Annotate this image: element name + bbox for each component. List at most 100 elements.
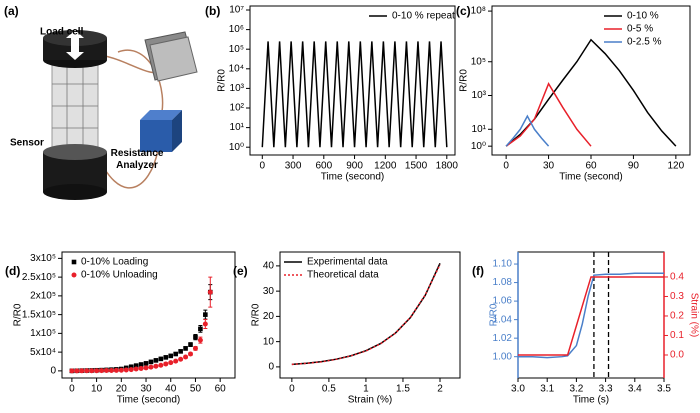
- y-tick-label: 10⁸: [471, 6, 486, 17]
- schematic-label: Load cell: [40, 27, 84, 38]
- point: [89, 368, 95, 374]
- y-tick-label: 1.5x10⁵: [22, 309, 56, 320]
- point: [188, 342, 193, 347]
- point: [128, 367, 134, 373]
- x-tick-label: 20: [116, 384, 128, 395]
- x-tick-label: 10: [91, 384, 103, 395]
- x-tick-label: 0: [260, 161, 266, 172]
- y-tick-label: 3x10⁵: [30, 253, 56, 264]
- y-tick-label: 0: [50, 366, 56, 377]
- sensor-sheet: [149, 36, 198, 82]
- point: [163, 355, 169, 360]
- x-tick-label: 900: [346, 161, 363, 172]
- analyzer: [140, 110, 182, 120]
- analyzer: [172, 110, 182, 152]
- y-tick-label: 1x10⁵: [30, 328, 56, 339]
- y2-tick-label: 0.2: [670, 311, 684, 322]
- legend-label: 0-10% Unloading: [81, 270, 158, 281]
- x-tick-label: 3.1: [540, 384, 554, 395]
- point: [173, 351, 178, 357]
- y-axis-label: R/R0: [217, 69, 228, 92]
- point: [128, 364, 134, 370]
- point: [118, 367, 124, 373]
- schematic: (a) Load cell Sensor: [4, 4, 198, 200]
- y-axis-label: R/R0: [489, 303, 500, 326]
- y-tick-label: 10: [263, 336, 275, 347]
- y-tick-label: 40: [263, 261, 275, 272]
- legend-label: 0-5 %: [627, 24, 653, 35]
- y-tick-label: 10¹: [230, 122, 245, 133]
- point: [133, 366, 139, 372]
- x-tick-label: 3.0: [511, 384, 525, 395]
- x-tick-label: 600: [315, 161, 332, 172]
- y-tick-label: 10⁰: [471, 141, 486, 152]
- line: [291, 264, 441, 366]
- y-tick-label: 10⁵: [229, 44, 244, 55]
- y-tick-label: 1.08: [493, 277, 513, 288]
- x-tick-label: 30: [140, 384, 152, 395]
- x-tick-label: 1.5: [396, 384, 410, 395]
- point: [103, 368, 109, 374]
- x-tick-label: 3.5: [657, 384, 671, 395]
- y-axis-label: R/R0: [459, 69, 470, 92]
- x-tick-label: 40: [165, 384, 177, 395]
- y-tick-label: 10⁵: [471, 56, 486, 67]
- y-tick-label: 10²: [230, 103, 245, 114]
- legend-label: 0-10 % repeat: [392, 11, 455, 22]
- point: [158, 362, 164, 368]
- x-tick-label: 60: [215, 384, 227, 395]
- y-tick-label: 2x10⁵: [30, 291, 56, 302]
- point: [79, 368, 85, 374]
- y-tick-label: 10⁰: [229, 142, 244, 153]
- point: [183, 346, 188, 351]
- point: [202, 321, 208, 327]
- panel-label: (f): [472, 264, 484, 278]
- point: [203, 312, 208, 317]
- point: [69, 368, 75, 374]
- y-tick-label: 1.04: [493, 314, 513, 325]
- x-tick-label: 0: [503, 161, 509, 172]
- y-tick-label: 10⁶: [229, 24, 244, 35]
- panel-label: (a): [4, 4, 19, 18]
- y2-tick-label: 0.0: [670, 350, 684, 361]
- point: [192, 345, 198, 351]
- y-tick-label: 10⁷: [229, 5, 244, 16]
- line: [518, 276, 664, 356]
- base: [43, 184, 107, 200]
- point: [84, 368, 90, 374]
- x-tick-label: 3.2: [569, 384, 583, 395]
- point: [163, 361, 169, 367]
- point: [197, 337, 203, 343]
- y-tick-label: 30: [263, 286, 275, 297]
- line: [505, 114, 550, 147]
- point: [123, 367, 129, 373]
- point: [99, 368, 105, 374]
- y2-tick-label: 0.4: [670, 272, 684, 283]
- line: [518, 272, 664, 359]
- point: [148, 359, 154, 365]
- line: [505, 82, 592, 147]
- y2-tick-label: 0.1: [670, 330, 684, 341]
- x-tick-label: 1800: [436, 161, 459, 172]
- point: [183, 354, 189, 360]
- point: [74, 368, 80, 374]
- x-tick-label: 1: [363, 384, 369, 395]
- x-axis-label: Time (second): [321, 172, 385, 183]
- y2-axis-label: Strain (%): [688, 293, 699, 337]
- legend-label: Experimental data: [307, 257, 388, 268]
- x-tick-label: 0.5: [322, 384, 336, 395]
- y2-tick-label: 0.3: [670, 291, 684, 302]
- y-tick-label: 10⁴: [229, 63, 244, 74]
- plot-frame: [249, 5, 456, 156]
- y-tick-label: 10³: [230, 83, 245, 94]
- point: [143, 361, 149, 366]
- point: [207, 289, 213, 295]
- y-tick-label: 1.02: [493, 333, 513, 344]
- y-tick-label: 5x10⁴: [30, 347, 56, 358]
- y-tick-label: 1.00: [493, 351, 513, 362]
- x-tick-label: 0: [69, 384, 75, 395]
- point: [178, 349, 183, 354]
- point: [188, 351, 194, 357]
